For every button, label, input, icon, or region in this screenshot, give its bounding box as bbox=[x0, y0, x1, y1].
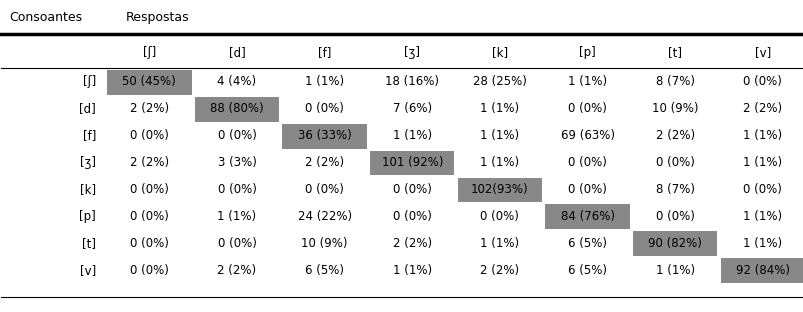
Text: 1 (1%): 1 (1%) bbox=[217, 210, 256, 223]
Text: 102(93%): 102(93%) bbox=[471, 183, 528, 196]
Text: [f]: [f] bbox=[83, 129, 96, 142]
Text: 2 (2%): 2 (2%) bbox=[217, 264, 256, 277]
Text: [t]: [t] bbox=[82, 237, 96, 250]
Text: 1 (1%): 1 (1%) bbox=[567, 75, 606, 88]
Text: 2 (2%): 2 (2%) bbox=[479, 264, 519, 277]
Text: 0 (0%): 0 (0%) bbox=[393, 183, 431, 196]
FancyBboxPatch shape bbox=[107, 70, 191, 95]
FancyBboxPatch shape bbox=[194, 97, 279, 122]
Text: 2 (2%): 2 (2%) bbox=[654, 129, 694, 142]
Text: [d]: [d] bbox=[79, 102, 96, 115]
Text: 1 (1%): 1 (1%) bbox=[392, 129, 431, 142]
Text: [p]: [p] bbox=[578, 46, 595, 59]
Text: 2 (2%): 2 (2%) bbox=[742, 102, 781, 115]
Text: [ʒ]: [ʒ] bbox=[79, 156, 96, 169]
Text: Consoantes: Consoantes bbox=[10, 11, 83, 24]
Text: 1 (1%): 1 (1%) bbox=[392, 264, 431, 277]
Text: [v]: [v] bbox=[79, 264, 96, 277]
Text: 92 (84%): 92 (84%) bbox=[735, 264, 789, 277]
Text: 1 (1%): 1 (1%) bbox=[479, 156, 519, 169]
Text: 2 (2%): 2 (2%) bbox=[129, 156, 169, 169]
Text: 0 (0%): 0 (0%) bbox=[218, 129, 256, 142]
Text: 0 (0%): 0 (0%) bbox=[130, 129, 169, 142]
Text: 1 (1%): 1 (1%) bbox=[479, 237, 519, 250]
Text: 2 (2%): 2 (2%) bbox=[129, 102, 169, 115]
Text: 18 (16%): 18 (16%) bbox=[385, 75, 438, 88]
Text: 0 (0%): 0 (0%) bbox=[305, 102, 344, 115]
Text: 6 (5%): 6 (5%) bbox=[305, 264, 344, 277]
Text: 0 (0%): 0 (0%) bbox=[218, 183, 256, 196]
Text: 8 (7%): 8 (7%) bbox=[655, 75, 694, 88]
Text: 0 (0%): 0 (0%) bbox=[480, 210, 519, 223]
Text: 0 (0%): 0 (0%) bbox=[218, 237, 256, 250]
Text: 69 (63%): 69 (63%) bbox=[560, 129, 613, 142]
Text: 0 (0%): 0 (0%) bbox=[130, 210, 169, 223]
Text: 1 (1%): 1 (1%) bbox=[479, 102, 519, 115]
Text: 0 (0%): 0 (0%) bbox=[568, 183, 606, 196]
Text: [d]: [d] bbox=[228, 46, 245, 59]
Text: 1 (1%): 1 (1%) bbox=[742, 129, 781, 142]
Text: 6 (5%): 6 (5%) bbox=[568, 264, 606, 277]
Text: 1 (1%): 1 (1%) bbox=[654, 264, 694, 277]
Text: [ʃ]: [ʃ] bbox=[143, 46, 156, 59]
Text: 3 (3%): 3 (3%) bbox=[218, 156, 256, 169]
Text: 0 (0%): 0 (0%) bbox=[743, 75, 781, 88]
FancyBboxPatch shape bbox=[544, 204, 629, 229]
Text: 1 (1%): 1 (1%) bbox=[742, 237, 781, 250]
Text: Respostas: Respostas bbox=[125, 11, 189, 24]
Text: [t]: [t] bbox=[667, 46, 681, 59]
Text: 1 (1%): 1 (1%) bbox=[479, 129, 519, 142]
Text: 0 (0%): 0 (0%) bbox=[743, 183, 781, 196]
FancyBboxPatch shape bbox=[632, 232, 716, 256]
Text: 28 (25%): 28 (25%) bbox=[472, 75, 526, 88]
Text: 36 (33%): 36 (33%) bbox=[297, 129, 351, 142]
Text: [k]: [k] bbox=[491, 46, 507, 59]
FancyBboxPatch shape bbox=[457, 178, 541, 202]
Text: [ʒ]: [ʒ] bbox=[404, 46, 420, 59]
Text: 1 (1%): 1 (1%) bbox=[742, 210, 781, 223]
Text: [v]: [v] bbox=[754, 46, 770, 59]
Text: 8 (7%): 8 (7%) bbox=[655, 183, 694, 196]
Text: 0 (0%): 0 (0%) bbox=[130, 237, 169, 250]
Text: 1 (1%): 1 (1%) bbox=[742, 156, 781, 169]
Text: [p]: [p] bbox=[79, 210, 96, 223]
Text: [ʃ]: [ʃ] bbox=[83, 75, 96, 88]
Text: 10 (9%): 10 (9%) bbox=[651, 102, 698, 115]
Text: 0 (0%): 0 (0%) bbox=[568, 102, 606, 115]
Text: 4 (4%): 4 (4%) bbox=[217, 75, 256, 88]
Text: 0 (0%): 0 (0%) bbox=[130, 264, 169, 277]
Text: 0 (0%): 0 (0%) bbox=[655, 210, 694, 223]
FancyBboxPatch shape bbox=[369, 151, 454, 175]
Text: 88 (80%): 88 (80%) bbox=[210, 102, 263, 115]
Text: 2 (2%): 2 (2%) bbox=[392, 237, 431, 250]
Text: 10 (9%): 10 (9%) bbox=[301, 237, 348, 250]
Text: [k]: [k] bbox=[79, 183, 96, 196]
Text: 0 (0%): 0 (0%) bbox=[568, 156, 606, 169]
Text: 6 (5%): 6 (5%) bbox=[568, 237, 606, 250]
Text: 101 (92%): 101 (92%) bbox=[381, 156, 442, 169]
Text: 1 (1%): 1 (1%) bbox=[304, 75, 344, 88]
Text: 7 (6%): 7 (6%) bbox=[392, 102, 431, 115]
FancyBboxPatch shape bbox=[282, 124, 366, 149]
Text: 84 (76%): 84 (76%) bbox=[560, 210, 613, 223]
Text: 90 (82%): 90 (82%) bbox=[647, 237, 701, 250]
Text: 0 (0%): 0 (0%) bbox=[655, 156, 694, 169]
Text: 2 (2%): 2 (2%) bbox=[304, 156, 344, 169]
Text: 0 (0%): 0 (0%) bbox=[130, 183, 169, 196]
Text: 24 (22%): 24 (22%) bbox=[297, 210, 351, 223]
Text: 0 (0%): 0 (0%) bbox=[305, 183, 344, 196]
Text: 0 (0%): 0 (0%) bbox=[393, 210, 431, 223]
Text: 50 (45%): 50 (45%) bbox=[122, 75, 176, 88]
FancyBboxPatch shape bbox=[719, 258, 803, 283]
Text: [f]: [f] bbox=[317, 46, 331, 59]
